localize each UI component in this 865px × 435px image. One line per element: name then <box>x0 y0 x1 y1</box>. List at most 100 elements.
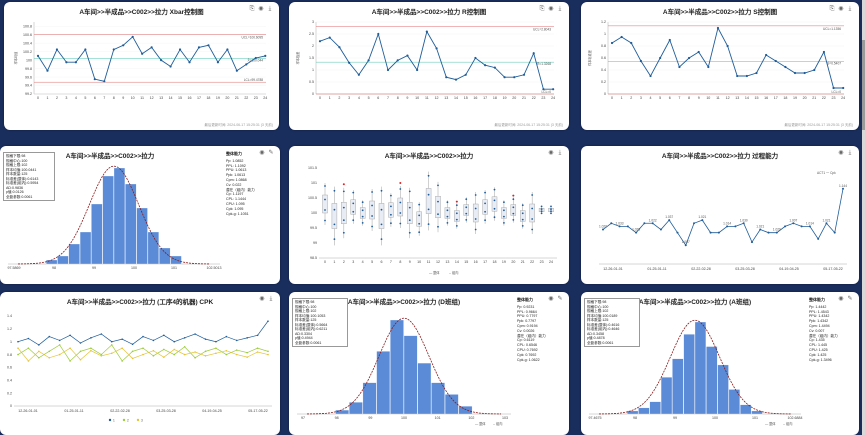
sample-point <box>512 206 515 209</box>
sample-point <box>531 194 534 196</box>
export-icon[interactable]: ⎘ <box>539 6 545 12</box>
download-icon[interactable]: ⤓ <box>268 6 272 12</box>
capability-list: 整体能力 Pp: 0.9231 PPL: 0.9664 PPU: 0.7797 Ppk:… <box>517 297 546 362</box>
download-icon[interactable]: ⤓ <box>558 150 562 156</box>
histogram-bar <box>390 319 404 415</box>
histogram-bar <box>46 259 58 265</box>
data-point <box>328 36 331 39</box>
histogram-bar <box>417 362 432 415</box>
edit-icon[interactable]: ✎ <box>268 150 274 156</box>
legend-label: -- 组内 <box>449 270 458 275</box>
download-icon[interactable]: ⤓ <box>848 6 852 12</box>
sample-point <box>352 219 355 222</box>
series-point <box>110 352 113 355</box>
sample-point <box>465 219 468 221</box>
stat-line: 规格中心:100 <box>6 158 28 163</box>
box <box>416 211 422 227</box>
x-tick-label: 24 <box>263 96 267 100</box>
histogram-bar <box>376 351 391 415</box>
sample-point <box>371 215 373 217</box>
sample-point <box>550 210 552 213</box>
x-tick-label: 02-22-02-28 <box>691 267 711 271</box>
series-point <box>38 344 40 346</box>
histogram-bar <box>751 410 763 415</box>
view-icon[interactable]: ◉ <box>548 296 554 302</box>
sample-point <box>437 200 439 203</box>
sample-point <box>408 219 411 222</box>
view-icon[interactable]: ◉ <box>259 150 265 156</box>
series-point <box>48 356 51 359</box>
capability-line: Pp: 1.4442 <box>809 304 827 309</box>
series-point <box>215 340 217 343</box>
sample-point <box>455 225 458 227</box>
scrollbar[interactable] <box>862 0 865 435</box>
cpk-point <box>759 228 762 231</box>
cpk-point <box>618 225 621 228</box>
ucl-label: UCL=100.6095 <box>241 35 263 39</box>
x-tick-label: 22 <box>822 96 826 100</box>
capability-line: Cpk-g: 1.1051 <box>226 211 249 216</box>
series-point <box>152 349 155 352</box>
view-icon[interactable]: ◉ <box>838 296 844 302</box>
x-tick-label: 19 <box>503 96 507 100</box>
box <box>378 203 385 229</box>
x-tick-label: 2 <box>338 96 340 100</box>
capability-line: PPL: 1.4543 <box>809 309 829 314</box>
download-icon[interactable]: ⤓ <box>269 296 273 302</box>
stat-line: 样本均值:100.1053 <box>295 313 326 318</box>
cl-label: S̄=0.5407 <box>827 61 841 65</box>
stats-box: 规格下限:98 规格中心:100 规格上限:102 样本均值:100.1053 样本数量… <box>292 298 348 347</box>
export-icon[interactable]: ⎘ <box>829 6 835 12</box>
capability-line: Cv: 0.007 <box>809 328 825 333</box>
view-icon[interactable]: ◉ <box>838 6 844 12</box>
hist1-panel: A车间>>半成品>>C002>>拉力 ◉ ✎ 97.5869 98 99 100 101 1… <box>0 146 280 284</box>
x-tick-label: 18 <box>783 96 787 100</box>
sample-point <box>512 198 515 201</box>
x-tick-label: 3 <box>348 96 350 100</box>
stat-line: 标准差(整体):0.5664 <box>295 322 328 327</box>
series-point <box>69 347 71 349</box>
capability-line: Pp: 1.0852 <box>226 158 244 163</box>
sample-point <box>503 215 505 218</box>
scrollbar-thumb[interactable] <box>862 40 865 130</box>
sample-point <box>550 208 552 210</box>
series-point <box>225 349 228 352</box>
data-label: 1.033 <box>616 221 624 225</box>
series-point <box>17 353 19 356</box>
download-icon[interactable]: ⤓ <box>848 150 852 156</box>
view-icon[interactable]: ◉ <box>548 150 554 156</box>
data-point <box>160 59 163 62</box>
histogram-bar <box>728 389 740 415</box>
stat-line: 规格下限:98 <box>587 300 607 304</box>
x-tick-label: 19 <box>793 96 797 100</box>
cpk-point <box>693 222 696 225</box>
histogram-bar <box>349 402 363 415</box>
data-label: 1.021 <box>698 215 706 219</box>
data-point <box>493 66 496 69</box>
series-point <box>69 334 71 337</box>
series-point <box>246 337 248 339</box>
view-icon[interactable]: ◉ <box>259 296 265 302</box>
view-icon[interactable]: ◉ <box>258 6 264 12</box>
sample-point <box>418 203 421 206</box>
capability-line: CPU: 1.095 <box>226 201 245 206</box>
download-icon[interactable]: ⤓ <box>558 6 562 12</box>
view-icon[interactable]: ◉ <box>838 150 844 156</box>
data-point <box>226 48 229 51</box>
sample-point <box>521 225 524 227</box>
data-label: 1.026 <box>599 225 607 229</box>
export-icon[interactable]: ⎘ <box>249 6 255 12</box>
data-point <box>216 61 220 64</box>
series-point <box>69 360 71 362</box>
capability-line: Cpk: 1.095 <box>226 206 244 211</box>
y-axis-label: 样本均值 <box>13 51 18 65</box>
series-point <box>142 335 144 338</box>
edit-icon[interactable]: ✎ <box>847 296 853 302</box>
sample-point <box>333 223 336 226</box>
edit-icon[interactable]: ✎ <box>557 296 563 302</box>
sample-point <box>465 212 468 215</box>
data-point <box>235 69 238 72</box>
view-icon[interactable]: ◉ <box>548 6 554 12</box>
histogram-bar <box>125 183 137 265</box>
